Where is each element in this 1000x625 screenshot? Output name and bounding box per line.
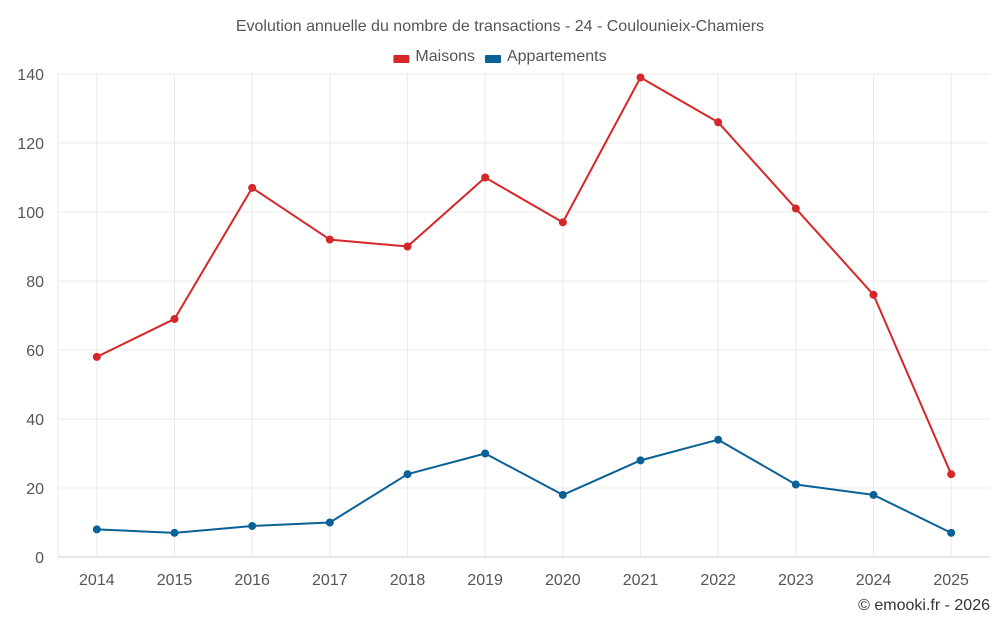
data-point[interactable] — [558, 218, 567, 227]
legend-label: Appartements — [507, 48, 607, 65]
data-point[interactable] — [92, 352, 101, 361]
data-point[interactable] — [947, 470, 956, 479]
y-tick-label: 60 — [26, 343, 44, 360]
legend-swatch — [393, 55, 410, 63]
data-point[interactable] — [92, 525, 101, 534]
data-point[interactable] — [869, 290, 878, 299]
legend: Maisons Appartements — [393, 48, 607, 65]
credit-text: © emooki.fr - 2026 — [858, 597, 990, 614]
x-axis: 2014 2015 2016 2017 2018 2019 2020 2021 2022 2023… — [58, 556, 990, 589]
legend-label: Maisons — [415, 48, 475, 65]
x-tick-label: 2019 — [467, 572, 503, 589]
legend-item-maisons[interactable]: Maisons — [393, 48, 475, 65]
legend-swatch — [484, 55, 501, 63]
x-tick-label: 2016 — [234, 572, 270, 589]
data-point[interactable] — [170, 528, 179, 537]
series-group — [92, 73, 956, 537]
data-point[interactable] — [636, 73, 645, 82]
x-tick-label: 2021 — [623, 572, 659, 589]
x-tick-label: 2014 — [79, 572, 115, 589]
data-point[interactable] — [325, 235, 334, 244]
grid — [57, 73, 990, 557]
data-point[interactable] — [481, 173, 490, 182]
data-point[interactable] — [791, 480, 800, 489]
data-point[interactable] — [248, 521, 257, 530]
data-point[interactable] — [403, 470, 412, 479]
data-point[interactable] — [248, 183, 257, 192]
x-tick-label: 2024 — [856, 572, 892, 589]
data-point[interactable] — [170, 314, 179, 323]
data-point[interactable] — [325, 518, 334, 527]
data-point[interactable] — [714, 435, 723, 444]
data-point[interactable] — [403, 242, 412, 251]
x-tick-label: 2017 — [312, 572, 348, 589]
data-point[interactable] — [558, 490, 567, 499]
y-tick-label: 0 — [35, 550, 44, 567]
x-tick-label: 2022 — [700, 572, 736, 589]
data-point[interactable] — [481, 449, 490, 458]
y-tick-label: 120 — [17, 136, 44, 153]
legend-item-appartements[interactable]: Appartements — [484, 48, 607, 65]
x-tick-label: 2015 — [157, 572, 193, 589]
x-tick-label: 2023 — [778, 572, 814, 589]
series-line — [96, 76, 953, 475]
series-maisons — [92, 73, 956, 479]
y-tick-label: 20 — [26, 481, 44, 498]
x-tick-label: 2025 — [933, 572, 969, 589]
data-point[interactable] — [714, 118, 723, 127]
x-tick-label: 2020 — [545, 572, 581, 589]
y-axis: 0 20 40 60 80 100 120 140 — [17, 67, 44, 567]
data-point[interactable] — [947, 528, 956, 537]
y-tick-label: 40 — [26, 412, 44, 429]
y-tick-label: 140 — [17, 67, 44, 84]
x-tick-label: 2018 — [390, 572, 426, 589]
data-point[interactable] — [636, 456, 645, 465]
series-appartements — [92, 435, 956, 537]
series-line — [96, 438, 952, 534]
y-tick-label: 80 — [26, 274, 44, 291]
y-tick-label: 100 — [17, 205, 44, 222]
chart-title: Evolution annuelle du nombre de transact… — [236, 18, 764, 35]
data-point[interactable] — [791, 204, 800, 213]
data-point[interactable] — [869, 490, 878, 499]
